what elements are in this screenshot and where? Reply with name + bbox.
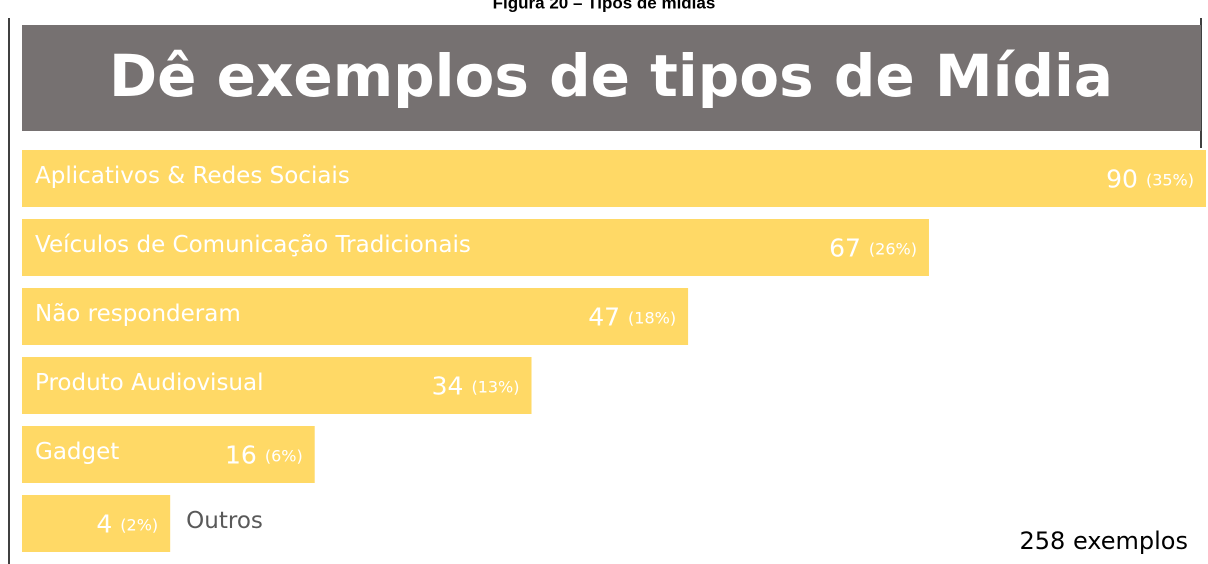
percent: (6%): [265, 446, 303, 465]
value: 90: [1106, 165, 1138, 194]
value: 47: [588, 303, 620, 332]
percent: (26%): [869, 239, 917, 258]
chart-title: Dê exemplos de tipos de Mídia: [109, 42, 1113, 110]
percent: (13%): [471, 377, 519, 396]
caption: Figura 20 – Tipos de mídias: [493, 0, 716, 12]
bar: [22, 426, 315, 483]
category-label: Produto Audiovisual: [35, 370, 263, 396]
bar: [22, 495, 171, 552]
value: 67: [829, 234, 861, 263]
percent: (35%): [1146, 170, 1194, 189]
value-label: 67 (26%): [829, 234, 917, 263]
percent: (2%): [120, 515, 158, 534]
value-label: 4 (2%): [96, 510, 158, 539]
value-label: 47 (18%): [588, 303, 676, 332]
bar: [22, 150, 1206, 207]
title-banner: [22, 25, 1201, 131]
bar: [22, 288, 689, 345]
value: 34: [432, 372, 464, 401]
value-label: 34 (13%): [432, 372, 520, 401]
category-label: Não responderam: [35, 301, 241, 327]
value: 4: [96, 510, 112, 539]
value: 16: [225, 441, 257, 470]
bar: [22, 357, 532, 414]
value-label: 90 (35%): [1106, 165, 1194, 194]
value-label: 16 (6%): [225, 441, 303, 470]
note: 258 exemplos: [1020, 527, 1188, 555]
category-label: Aplicativos & Redes Sociais: [35, 163, 350, 189]
category-label: Outros: [186, 508, 263, 534]
category-label: Veículos de Comunicação Tradicionais: [35, 232, 471, 258]
percent: (18%): [628, 308, 676, 327]
bar: [22, 219, 929, 276]
category-label: Gadget: [35, 439, 119, 465]
